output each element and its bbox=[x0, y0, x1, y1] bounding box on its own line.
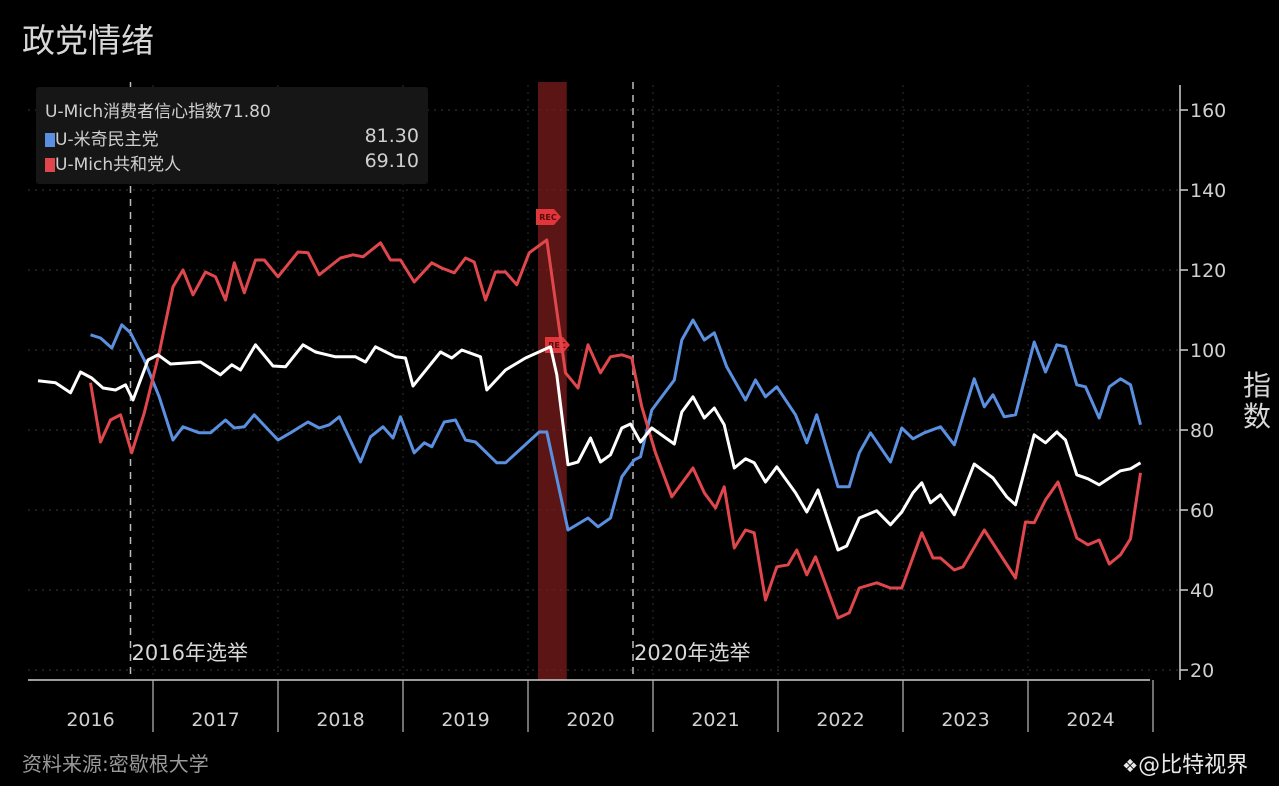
series-lines bbox=[37, 238, 1142, 620]
y-axis-label-2: 数 bbox=[1243, 400, 1271, 433]
legend: U-Mich消费者信心指数71.80 U-米奇民主党 81.30 U-Mich共… bbox=[36, 87, 428, 184]
recession-band: REC REC bbox=[536, 82, 570, 680]
watermark-text: @比特视界 bbox=[1138, 753, 1249, 778]
diamond-logo-icon: ❖ bbox=[1122, 756, 1139, 777]
rec-marker bbox=[536, 209, 561, 225]
y-tick-label: 100 bbox=[1190, 340, 1226, 362]
x-tick-label: 2018 bbox=[316, 709, 364, 731]
election-markers: 2016年选举 2020年选举 bbox=[129, 82, 750, 680]
x-tick-label: 2024 bbox=[1066, 709, 1114, 731]
x-tick-label: 2019 bbox=[441, 709, 489, 731]
legend-swatch-democrat bbox=[45, 133, 55, 147]
y-tick-label: 140 bbox=[1190, 180, 1226, 202]
source-note: 资料来源:密歇根大学 bbox=[22, 752, 209, 776]
y-tick-label: 40 bbox=[1190, 580, 1214, 602]
legend-value-republican: 69.10 bbox=[364, 150, 419, 172]
x-tick-label: 2021 bbox=[691, 709, 739, 731]
legend-item-republican[interactable]: U-Mich共和党人 bbox=[45, 150, 181, 175]
election-label: 2016年选举 bbox=[132, 641, 248, 665]
legend-header: U-Mich消费者信心指数71.80 bbox=[45, 102, 271, 122]
x-tick-label: 2023 bbox=[941, 709, 989, 731]
legend-value-democrat: 81.30 bbox=[364, 125, 419, 147]
x-tick-label: 2017 bbox=[191, 709, 239, 731]
series-line-1 bbox=[90, 318, 1142, 532]
legend-label: U-米奇民主党 bbox=[55, 130, 159, 150]
x-tick-label: 2016 bbox=[66, 709, 114, 731]
series-line-2 bbox=[89, 238, 1142, 620]
y-axis: 20 40 60 80 100 120 140 160 bbox=[1179, 85, 1226, 682]
y-tick-label: 80 bbox=[1190, 420, 1214, 442]
y-tick-label: 20 bbox=[1190, 660, 1214, 682]
x-tick-label: 2022 bbox=[816, 709, 864, 731]
y-axis-label-1: 指 bbox=[1243, 369, 1271, 402]
rec-marker-label: REC bbox=[548, 341, 566, 350]
x-tick-label: 2020 bbox=[566, 709, 614, 731]
x-axis: 2016 2017 2018 2019 2020 2021 2022 2023 2024 bbox=[28, 679, 1154, 732]
series-line-0 bbox=[37, 343, 1142, 552]
y-tick-label: 120 bbox=[1190, 260, 1226, 282]
legend-item-democrat[interactable]: U-米奇民主党 bbox=[45, 125, 159, 150]
chart-title: 政党情绪 bbox=[22, 21, 154, 60]
rec-marker-label: REC bbox=[539, 213, 557, 222]
legend-swatch-republican bbox=[45, 158, 55, 172]
gridlines bbox=[28, 85, 1180, 680]
y-tick-label: 60 bbox=[1190, 500, 1214, 522]
election-label: 2020年选举 bbox=[634, 641, 750, 665]
legend-label: U-Mich共和党人 bbox=[55, 155, 182, 175]
y-tick-label: 160 bbox=[1190, 100, 1226, 122]
watermark: ❖@比特视界 bbox=[1122, 747, 1248, 779]
recession-shade bbox=[538, 82, 567, 680]
